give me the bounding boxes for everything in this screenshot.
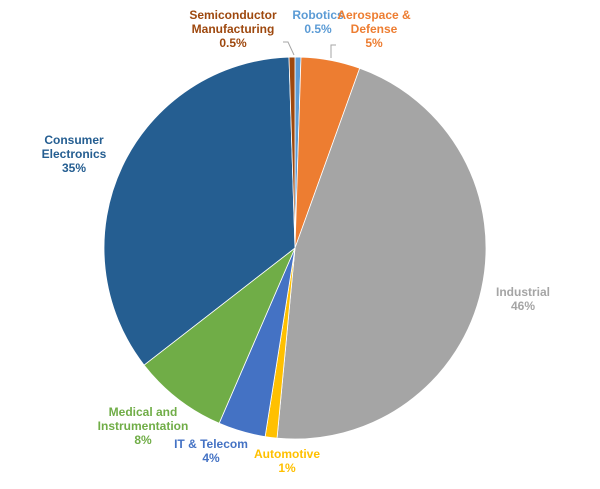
data-label-line: 8% <box>134 433 152 447</box>
data-label-line: 0.5% <box>304 22 332 36</box>
data-label-robotics: Robotics 0.5% <box>292 8 343 36</box>
data-label-medical-and-instrumentation: Medical and Instrumentation 8% <box>98 405 189 447</box>
data-label-line: IT & Telecom <box>174 437 248 451</box>
pie-slice-semiconductor-manufacturing <box>288 56 296 249</box>
data-label-line: Semiconductor <box>189 8 277 22</box>
data-label-semiconductor-manufacturing: Semiconductor Manufacturing 0.5% <box>189 8 276 50</box>
data-label-line: Automotive <box>254 447 320 461</box>
leader-line-semiconductor <box>283 41 295 56</box>
data-label-line: Medical and <box>108 405 178 419</box>
pie-slice-industrial <box>276 67 487 440</box>
data-label-line: Consumer <box>44 133 104 147</box>
pie-slices <box>103 56 487 440</box>
data-label-line: Aerospace & <box>337 8 411 22</box>
data-label-line: 4% <box>202 451 220 465</box>
data-label-line: Electronics <box>41 147 107 161</box>
data-label-line: Robotics <box>292 8 344 22</box>
data-label-aerospace-defense: Aerospace & Defense 5% <box>337 8 410 50</box>
data-label-line: Defense <box>350 22 398 36</box>
data-label-consumer-electronics: Consumer Electronics 35% <box>42 133 107 175</box>
data-label-line: 35% <box>61 161 87 175</box>
data-label-automotive: Automotive 1% <box>254 447 320 475</box>
data-label-line: 5% <box>365 36 383 50</box>
data-label-line: 0.5% <box>219 36 247 50</box>
leader-line-aerospace <box>330 44 336 58</box>
data-label-line: 46% <box>510 299 536 313</box>
pie-slice-medical-and-instrumentation <box>143 247 296 424</box>
data-label-line: Manufacturing <box>191 22 275 36</box>
leader-lines <box>283 41 336 58</box>
data-label-industrial: Industrial 46% <box>496 285 550 313</box>
data-label-line: Industrial <box>495 285 551 299</box>
data-label-line: Instrumentation <box>97 419 189 433</box>
data-label-line: 1% <box>278 461 296 475</box>
data-label-it-telecom: IT & Telecom 4% <box>174 437 248 465</box>
pie-slice-consumer-electronics <box>103 56 296 366</box>
